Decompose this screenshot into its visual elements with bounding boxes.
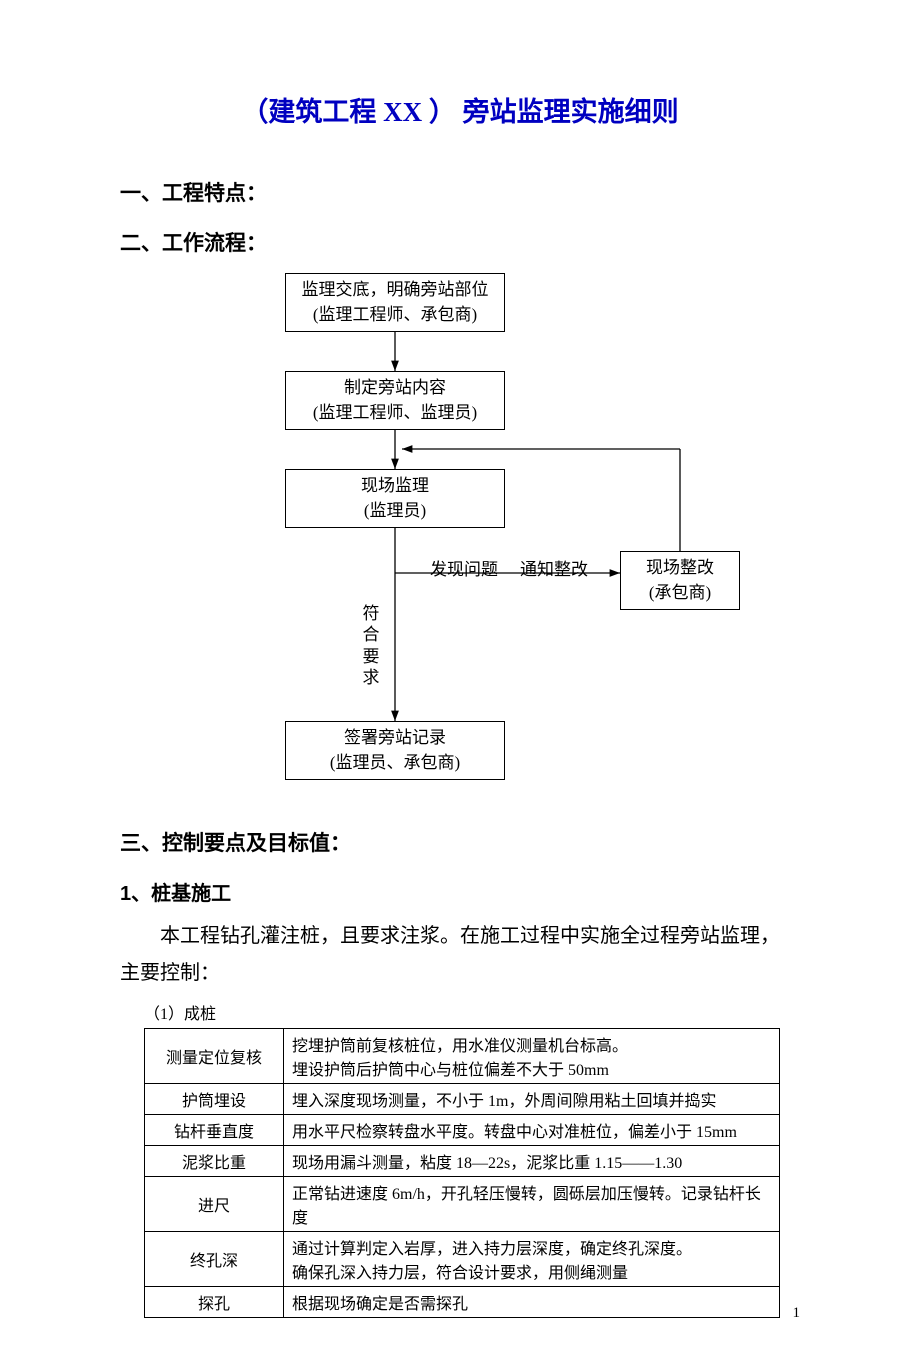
workflow-flowchart: 监理交底，明确旁站部位 (监理工程师、承包商) 制定旁站内容 (监理工程师、监理… (140, 273, 780, 803)
section-2-heading: 二、工作流程： (120, 227, 800, 257)
document-title: （建筑工程 XX ） 旁站监理实施细则 (120, 90, 800, 129)
flow-node-4: 签署旁站记录 (监理员、承包商) (285, 721, 505, 780)
flow-node-3-line1: 现场监理 (286, 474, 504, 499)
flow-node-2-line1: 制定旁站内容 (286, 376, 504, 401)
flow-node-3: 现场监理 (监理员) (285, 469, 505, 528)
table-cell-label: 测量定位复核 (145, 1029, 284, 1084)
table-cell-value: 现场用漏斗测量，粘度 18—22s，泥浆比重 1.15——1.30 (284, 1146, 780, 1177)
table-cell-value: 根据现场确定是否需探孔 (284, 1287, 780, 1318)
flow-node-5-line2: (承包商) (621, 581, 739, 606)
table-row: 测量定位复核挖埋护筒前复核桩位，用水准仪测量机台标高。埋设护筒后护筒中心与桩位偏… (145, 1029, 780, 1084)
edge-label-ok: 符合要求 (362, 603, 380, 688)
table-row: 探孔根据现场确定是否需探孔 (145, 1287, 780, 1318)
flow-node-1-line2: (监理工程师、承包商) (286, 303, 504, 328)
flow-node-4-line2: (监理员、承包商) (286, 751, 504, 776)
table-row: 泥浆比重现场用漏斗测量，粘度 18—22s，泥浆比重 1.15——1.30 (145, 1146, 780, 1177)
table-cell-value: 挖埋护筒前复核桩位，用水准仪测量机台标高。埋设护筒后护筒中心与桩位偏差不大于 5… (284, 1029, 780, 1084)
page-number: 1 (793, 1305, 801, 1322)
table-caption: （1）成桩 (144, 1000, 800, 1024)
flow-node-5-line1: 现场整改 (621, 556, 739, 581)
edge-label-problem2: 通知整改 (520, 555, 588, 580)
page: （建筑工程 XX ） 旁站监理实施细则 一、工程特点： 二、工作流程： (0, 0, 920, 1358)
table-cell-value: 正常钻进速度 6m/h，开孔轻压慢转，圆砾层加压慢转。记录钻杆长度 (284, 1177, 780, 1232)
table-cell-value: 通过计算判定入岩厚，进入持力层深度，确定终孔深度。确保孔深入持力层，符合设计要求… (284, 1232, 780, 1287)
table-row: 护筒埋设埋入深度现场测量，不小于 1m，外周间隙用粘土回填并捣实 (145, 1084, 780, 1115)
table-row: 进尺正常钻进速度 6m/h，开孔轻压慢转，圆砾层加压慢转。记录钻杆长度 (145, 1177, 780, 1232)
flow-node-1: 监理交底，明确旁站部位 (监理工程师、承包商) (285, 273, 505, 332)
flow-node-5: 现场整改 (承包商) (620, 551, 740, 610)
table-cell-label: 终孔深 (145, 1232, 284, 1287)
table-row: 钻杆垂直度用水平尺检察转盘水平度。转盘中心对准桩位，偏差小于 15mm (145, 1115, 780, 1146)
table-cell-label: 进尺 (145, 1177, 284, 1232)
control-points-table: 测量定位复核挖埋护筒前复核桩位，用水准仪测量机台标高。埋设护筒后护筒中心与桩位偏… (144, 1028, 780, 1318)
subsection-1-heading: 1、桩基施工 (120, 877, 800, 906)
table-cell-label: 护筒埋设 (145, 1084, 284, 1115)
edge-label-problem1: 发现问题 (430, 555, 498, 580)
flow-node-4-line1: 签署旁站记录 (286, 726, 504, 751)
table-cell-value: 用水平尺检察转盘水平度。转盘中心对准桩位，偏差小于 15mm (284, 1115, 780, 1146)
table-cell-label: 钻杆垂直度 (145, 1115, 284, 1146)
flow-node-2-line2: (监理工程师、监理员) (286, 401, 504, 426)
paragraph-1a: 本工程钻孔灌注桩，且要求注浆。在施工过程中实施全过程旁站监理， (120, 918, 800, 955)
paragraph-1b: 主要控制： (120, 955, 800, 992)
section-1-heading: 一、工程特点： (120, 177, 800, 207)
table-cell-label: 泥浆比重 (145, 1146, 284, 1177)
table-cell-value: 埋入深度现场测量，不小于 1m，外周间隙用粘土回填并捣实 (284, 1084, 780, 1115)
flow-node-1-line1: 监理交底，明确旁站部位 (286, 278, 504, 303)
table-row: 终孔深通过计算判定入岩厚，进入持力层深度，确定终孔深度。确保孔深入持力层，符合设… (145, 1232, 780, 1287)
section-3-heading: 三、控制要点及目标值： (120, 827, 800, 857)
flow-node-3-line2: (监理员) (286, 499, 504, 524)
flow-node-2: 制定旁站内容 (监理工程师、监理员) (285, 371, 505, 430)
table-cell-label: 探孔 (145, 1287, 284, 1318)
